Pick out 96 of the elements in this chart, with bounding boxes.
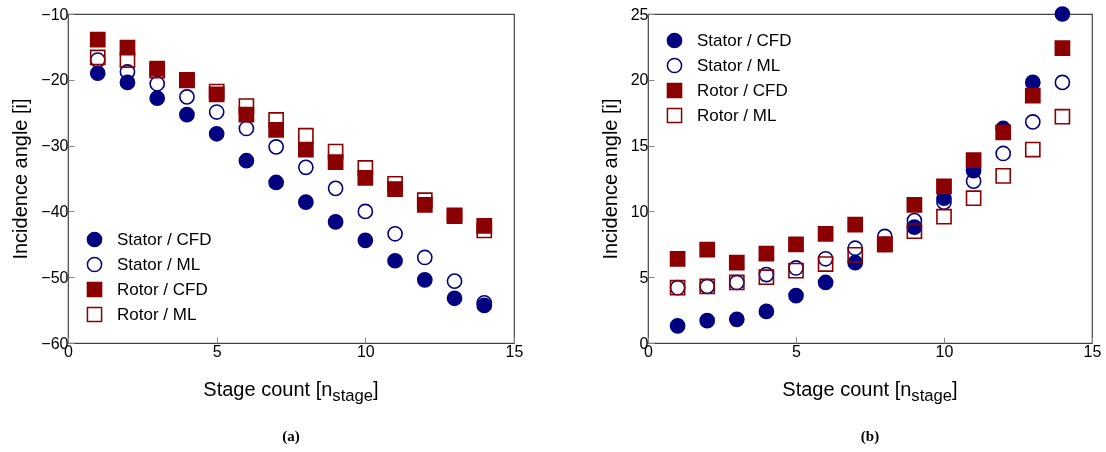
- point: [327, 143, 344, 160]
- point: [965, 190, 982, 207]
- x-tick-label: 5: [792, 342, 802, 360]
- point: [149, 75, 166, 92]
- point: [119, 64, 136, 80]
- legend-label: Rotor / ML: [697, 105, 777, 125]
- point: [847, 240, 864, 257]
- point: [1024, 87, 1041, 104]
- point: [357, 203, 374, 220]
- x-tick-label: 15: [1083, 342, 1102, 360]
- point: [906, 196, 923, 213]
- point: [699, 312, 716, 329]
- text: (a): [281, 428, 301, 445]
- point: [965, 152, 982, 168]
- point: [728, 311, 745, 328]
- point: [1054, 40, 1071, 57]
- point: [238, 152, 255, 169]
- point: [446, 273, 463, 290]
- point: [936, 208, 952, 225]
- point: [416, 249, 433, 266]
- point: [416, 271, 433, 288]
- point: [936, 178, 952, 195]
- point: [728, 254, 745, 271]
- point: [699, 241, 716, 258]
- point: [179, 89, 195, 105]
- x-tick-label: 15: [505, 342, 524, 360]
- point: [906, 223, 923, 240]
- y-axis-title: Incidence angle [i]: [598, 98, 621, 260]
- point: [1054, 6, 1071, 22]
- x-tick-label: 10: [935, 342, 954, 360]
- point: [476, 222, 493, 239]
- point: [847, 216, 864, 233]
- y-axis-title: Incidence angle [i]: [9, 98, 32, 260]
- x-axis-title: Stage count [n$_{stage}$]: [202, 378, 380, 406]
- point: [995, 145, 1012, 162]
- y-tick-label: −10: [41, 5, 69, 23]
- point: [446, 290, 463, 307]
- y-tick-label: −20: [41, 71, 69, 89]
- point: [669, 250, 686, 267]
- point: [758, 245, 775, 262]
- point: [387, 225, 403, 242]
- point: [817, 225, 834, 242]
- point: [298, 194, 314, 211]
- point: [238, 98, 255, 114]
- point: [965, 173, 982, 189]
- point: [387, 252, 403, 269]
- y-tick-label: −40: [41, 202, 69, 220]
- point: [817, 274, 834, 291]
- point: [1024, 141, 1041, 158]
- point: [817, 256, 834, 272]
- text: (b): [859, 428, 881, 445]
- point: [758, 303, 775, 320]
- point: [357, 160, 374, 176]
- x-tick-label: 5: [212, 342, 222, 360]
- legend-label: Rotor / CFD: [697, 80, 788, 100]
- y-tick-label: 10: [630, 202, 649, 220]
- point: [387, 175, 403, 192]
- point: [357, 232, 374, 249]
- point: [89, 65, 106, 82]
- point: [1054, 74, 1071, 91]
- y-tick-label: 5: [639, 268, 649, 286]
- legend-label: Stator / CFD: [117, 229, 212, 249]
- point: [788, 287, 804, 304]
- point: [298, 159, 314, 176]
- point: [149, 90, 166, 107]
- point: [89, 31, 106, 48]
- y-tick-label: −50: [41, 268, 69, 286]
- point: [327, 180, 344, 197]
- legend-label: Stator / ML: [117, 254, 201, 274]
- legend-label: Rotor / ML: [117, 304, 197, 324]
- point: [995, 124, 1012, 141]
- point: [1054, 108, 1071, 125]
- point: [327, 214, 344, 230]
- legend-label: Stator / ML: [697, 55, 781, 75]
- point: [238, 120, 255, 137]
- point: [208, 125, 225, 142]
- point: [179, 106, 195, 123]
- y-tick-label: −30: [41, 137, 69, 155]
- point: [298, 127, 314, 144]
- point: [208, 104, 225, 120]
- x-tick-label: 10: [356, 342, 375, 360]
- point: [669, 318, 686, 334]
- point: [268, 174, 284, 191]
- x-axis-title: Stage count [n$_{stage}$]: [781, 378, 959, 406]
- y-tick-label: 15: [630, 137, 649, 155]
- point: [416, 192, 433, 209]
- legend-label: Stator / CFD: [697, 30, 792, 50]
- point: [847, 246, 864, 263]
- point: [119, 52, 136, 68]
- point: [1024, 114, 1041, 130]
- y-tick-label: 25: [630, 5, 649, 23]
- legend-label: Rotor / CFD: [117, 279, 208, 299]
- point: [788, 236, 804, 253]
- point: [268, 139, 284, 155]
- y-tick-label: 20: [630, 71, 649, 89]
- point: [995, 168, 1012, 184]
